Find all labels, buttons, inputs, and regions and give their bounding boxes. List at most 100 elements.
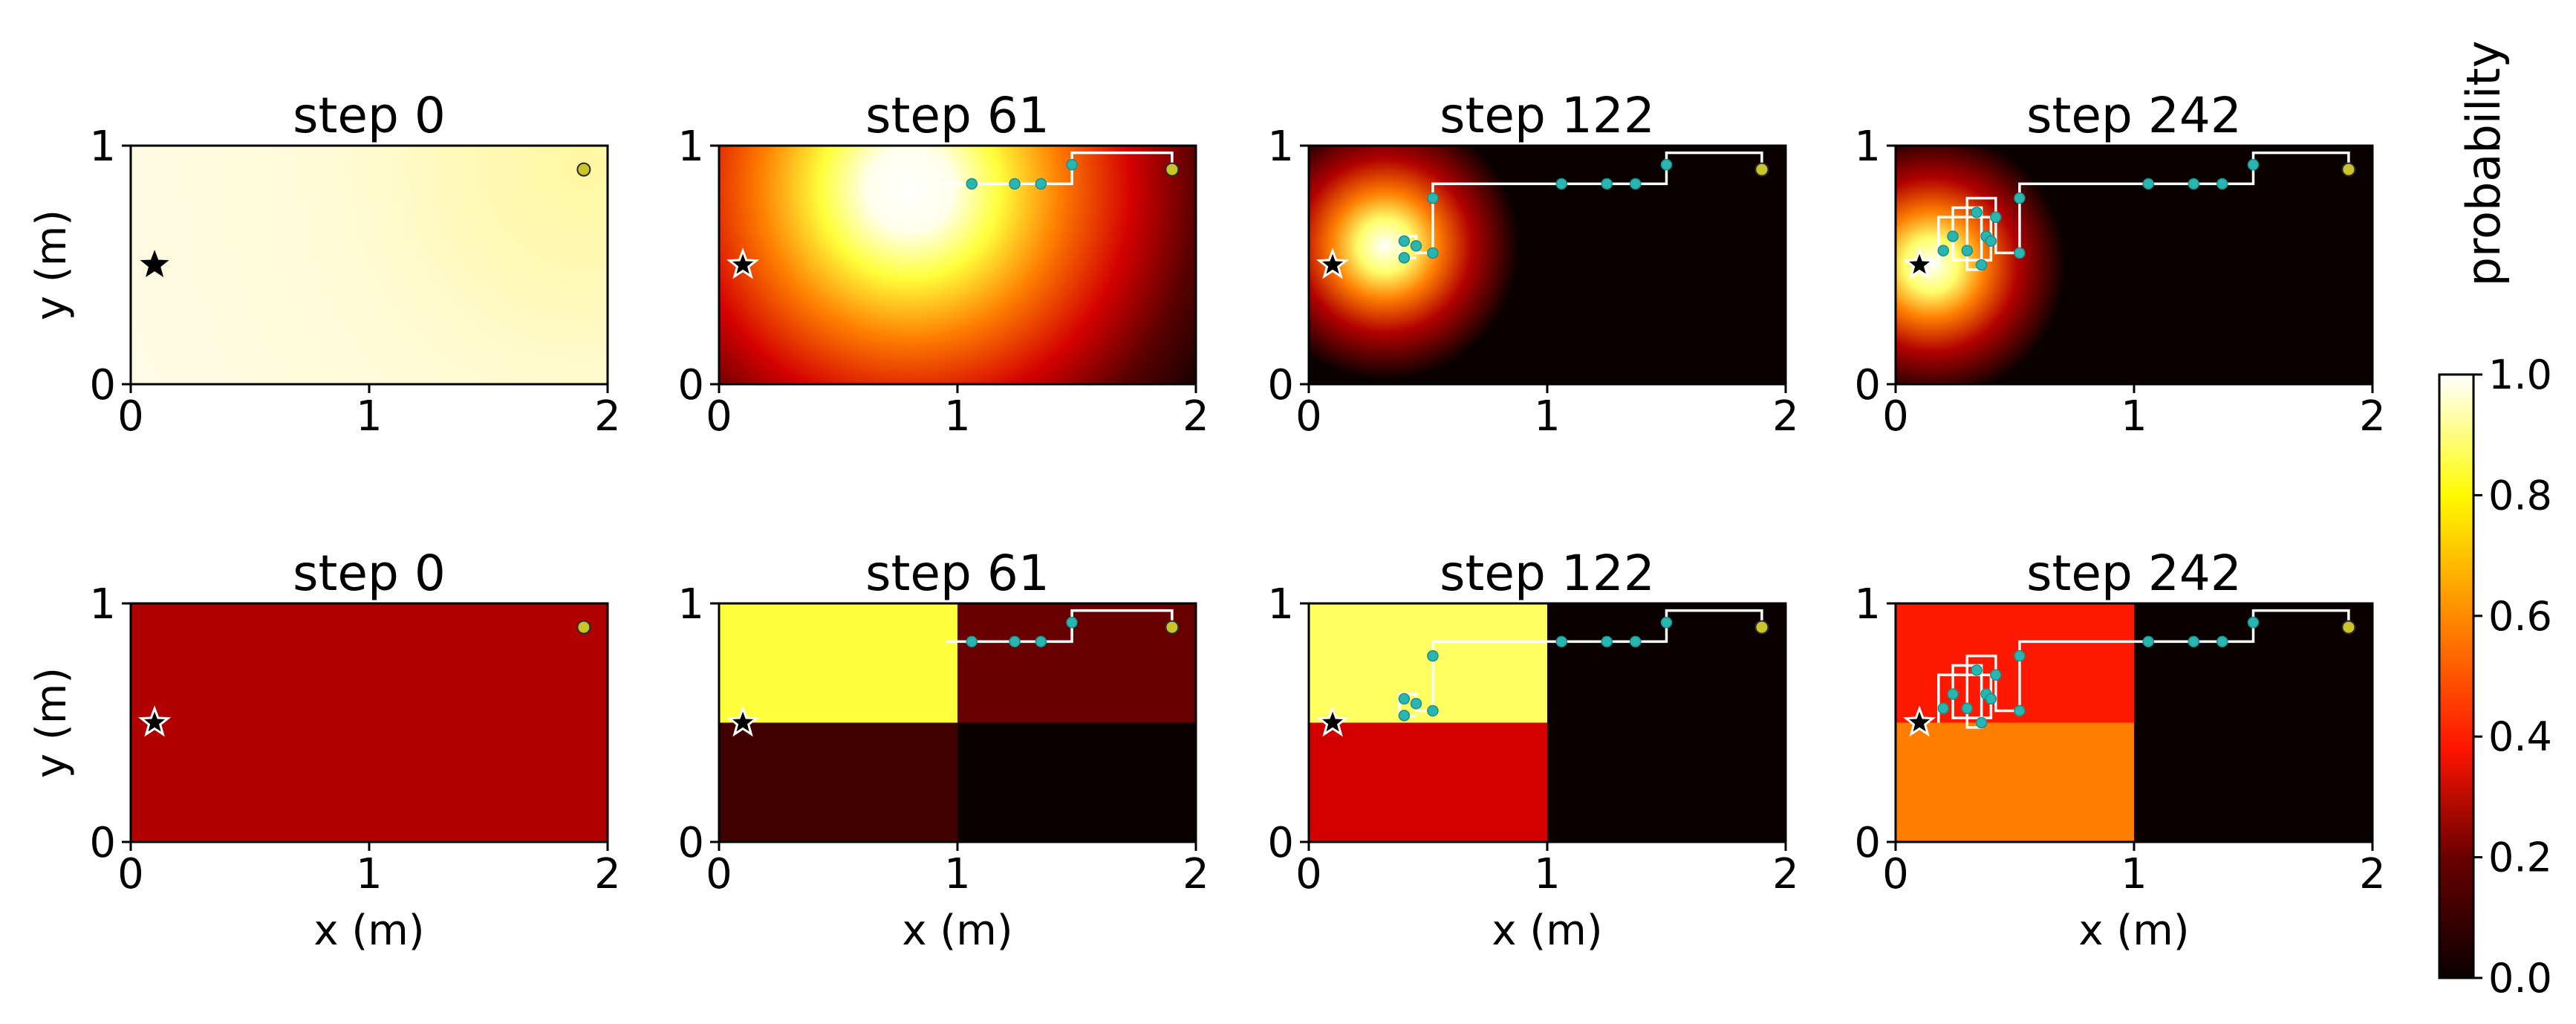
x-tick-label: 2: [2359, 392, 2386, 441]
start-marker: [1754, 620, 1769, 635]
trajectory-marker: [1630, 178, 1642, 190]
start-marker: [2341, 162, 2356, 177]
x-tick-label: 2: [594, 850, 621, 898]
trajectory-marker: [1009, 178, 1021, 190]
trajectory-marker: [966, 178, 978, 190]
x-tick-label: 0: [1882, 392, 1909, 441]
trajectory-marker: [1035, 178, 1047, 190]
trajectory-marker: [2216, 178, 2228, 190]
quadrant-bottom-right: [369, 722, 608, 842]
y-tick-label: 1: [677, 123, 704, 171]
trajectory-marker: [2142, 178, 2155, 190]
y-tick-label: 0: [89, 819, 116, 867]
trajectory-path: [946, 609, 1174, 644]
y-tick-label: 1: [1854, 123, 1881, 171]
x-tick-label: 0: [117, 850, 144, 898]
colorbar-tick-label: 1.0: [2488, 351, 2552, 398]
panel-r0p0: step 0 0 1 2 0 1 y (m): [27, 87, 621, 441]
start-marker: [2341, 620, 2356, 635]
heatmap-field: [1309, 146, 1786, 384]
trajectory-marker: [2247, 158, 2260, 171]
trajectory-marker: [1937, 244, 1949, 256]
x-tick-label: 0: [1295, 850, 1322, 898]
x-tick-label: 2: [1772, 850, 1799, 898]
quadrant-bottom-left: [1896, 722, 2134, 842]
x-tick-label: 1: [2121, 850, 2147, 898]
x-tick-label: 1: [356, 392, 383, 441]
panel-r0p3: step 242 0 1 2 0 1: [1854, 87, 2385, 441]
x-tick-label: 2: [1772, 392, 1799, 441]
panel-title: step 242: [2026, 545, 2242, 602]
trajectory-marker: [1410, 240, 1422, 252]
trajectory-path: [1937, 151, 2350, 271]
trajectory-path: [1937, 609, 2350, 729]
x-tick-label: 0: [706, 850, 732, 898]
trajectory-marker: [1947, 230, 1959, 242]
x-tick-label: 1: [1534, 392, 1561, 441]
trajectory-marker: [1990, 211, 2002, 224]
x-tick-label: 1: [944, 392, 971, 441]
panel-r0p2: step 122 0 1 2 0 1: [1267, 87, 1798, 441]
panel-title: step 122: [1440, 87, 1655, 144]
trajectory-marker: [1035, 635, 1047, 648]
x-tick-label: 2: [1183, 850, 1209, 898]
panels-group: step 0 0 1 2 0 1 y (m) step 61 0 1 2 0 1 step 122 0 1 2 0…: [27, 87, 2386, 955]
trajectory-marker: [1975, 716, 1988, 729]
x-tick-label: 0: [1882, 850, 1909, 898]
trajectory-marker: [1066, 616, 1078, 629]
trajectory-marker: [2014, 649, 2026, 662]
panel-title: step 0: [293, 87, 446, 144]
panel-title: step 61: [865, 87, 1050, 144]
start-marker: [1165, 620, 1180, 635]
trajectory-marker: [1398, 693, 1411, 705]
panel-title: step 61: [865, 545, 1050, 602]
trajectory-marker: [1555, 635, 1568, 648]
trajectory-marker: [1961, 702, 1974, 714]
colorbar-tick-label: 0.0: [2488, 955, 2552, 1002]
panel-title: step 242: [2026, 87, 2242, 144]
target-star-icon: [1315, 247, 1350, 279]
colorbar-tick-label: 0.4: [2488, 713, 2552, 760]
y-tick-label: 0: [1267, 361, 1294, 409]
y-tick-label: 0: [1854, 819, 1881, 867]
colorbar-tick-label: 0.2: [2488, 835, 2552, 881]
trajectory-marker: [1985, 693, 1997, 705]
y-tick-label: 1: [677, 580, 704, 629]
trajectory-marker: [1009, 635, 1021, 648]
trajectory-marker: [2188, 635, 2199, 648]
heatmap-field: [131, 146, 608, 384]
y-tick-label: 0: [1267, 819, 1294, 867]
panel-title: step 122: [1440, 545, 1655, 602]
y-tick-label: 0: [89, 361, 116, 409]
y-axis-label: y (m): [27, 210, 76, 320]
colorbar: probability 0.0 0.2 0.4 0.6 0.8 1.0: [2438, 41, 2552, 1002]
x-tick-label: 1: [2121, 392, 2147, 441]
y-tick-label: 1: [1854, 580, 1881, 629]
trajectory-marker: [2142, 635, 2155, 648]
trajectory-path: [933, 151, 1174, 186]
y-tick-label: 0: [677, 361, 704, 409]
target-star-icon: [1315, 705, 1350, 737]
panel-r1p3: step 242 0 1 2 0 1 x (m): [1854, 545, 2385, 955]
trajectory-marker: [1601, 178, 1613, 190]
trajectory-marker: [1660, 158, 1673, 171]
x-tick-label: 0: [117, 392, 144, 441]
quadrant-bottom-right: [1547, 722, 1786, 842]
target-star-icon: [726, 247, 760, 279]
trajectory-marker: [1971, 664, 1983, 676]
trajectory-marker: [2014, 247, 2026, 259]
target-star-icon: [1902, 247, 1936, 279]
y-tick-label: 0: [677, 819, 704, 867]
trajectory-marker: [1601, 635, 1613, 648]
colorbar-tick-label: 0.8: [2488, 472, 2552, 519]
x-tick-label: 2: [594, 392, 621, 441]
start-marker: [576, 620, 591, 635]
x-tick-label: 1: [1534, 850, 1561, 898]
y-tick-label: 1: [1267, 580, 1294, 629]
trajectory-marker: [1427, 192, 1439, 204]
trajectory-marker: [1398, 252, 1411, 264]
trajectory-marker: [966, 635, 978, 648]
heatmap-field: [1896, 146, 2372, 384]
x-tick-label: 1: [944, 850, 971, 898]
